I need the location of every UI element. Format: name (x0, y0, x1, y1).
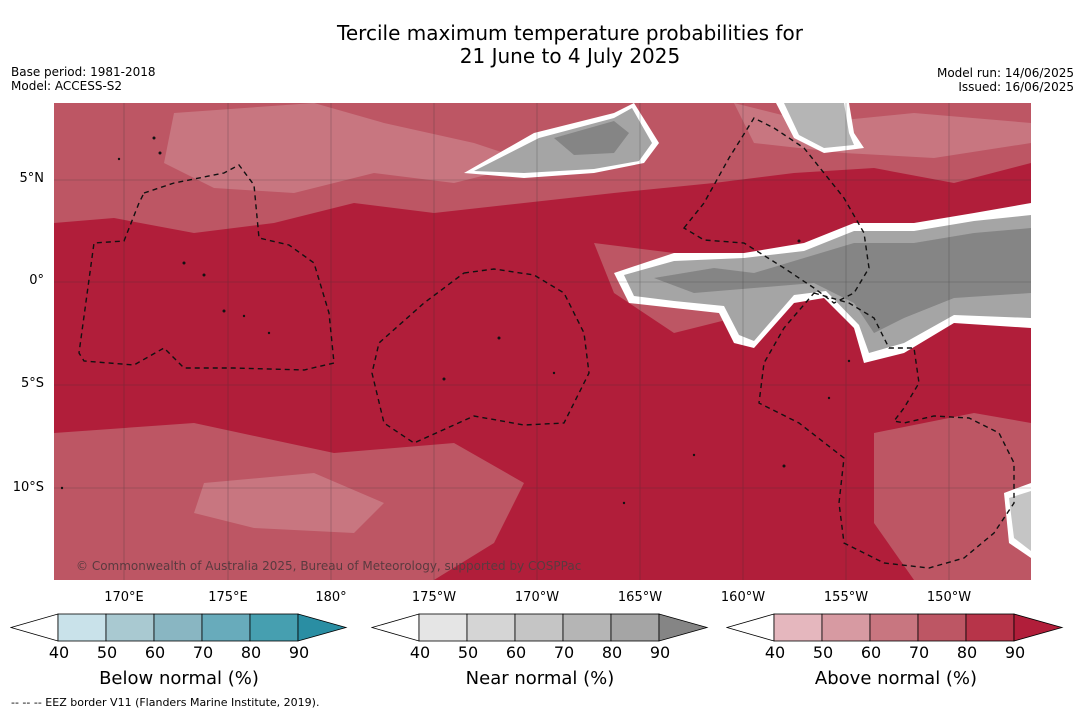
colorbar-near-title: Near normal (%) (465, 668, 615, 689)
above-tick-40: 40 (764, 643, 786, 662)
lat-label-5s: 5°S (20, 376, 44, 391)
near-normal-north2 (554, 121, 629, 155)
title-line-2: 21 June to 4 July 2025 (459, 44, 681, 68)
band-south-60 (194, 473, 384, 533)
eez-line-south (758, 292, 1015, 569)
above-tick-50: 50 (812, 643, 834, 662)
below-tick-60: 60 (144, 643, 166, 662)
meta-left: Base period: 1981-2018 Model: ACCESS-S2 (11, 65, 156, 93)
above-tick-70: 70 (908, 643, 930, 662)
copyright-credit: © Commonwealth of Australia 2025, Bureau… (76, 559, 582, 573)
probability-map: © Commonwealth of Australia 2025, Bureau… (54, 103, 1031, 580)
meta-right: Model run: 14/06/2025 Issued: 16/06/2025 (937, 66, 1074, 94)
above-tick-80: 80 (956, 643, 978, 662)
above-tick-90: 90 (1004, 643, 1026, 662)
near-normal-eq-dark (654, 228, 1031, 333)
above-tick-60: 60 (860, 643, 882, 662)
near-tick-50: 50 (457, 643, 479, 662)
colorbar-segment-3 (869, 613, 919, 642)
colorbar-low-extend (726, 613, 775, 642)
lon-label-175w: 175°W (411, 590, 457, 605)
lon-label-165w: 165°W (617, 590, 663, 605)
eez-borders (78, 117, 1015, 569)
colorbar-high-extend (297, 613, 348, 642)
colorbar-segment-2 (821, 613, 871, 642)
near-tick-40: 40 (409, 643, 431, 662)
model-run: Model run: 14/06/2025 (936, 66, 1074, 80)
model-name: Model: ACCESS-S2 (11, 79, 123, 93)
colorbar-low-extend (10, 613, 59, 642)
colorbar-segment-5 (249, 613, 299, 642)
colorbar-above-title: Above normal (%) (814, 668, 978, 689)
near-tick-80: 80 (601, 643, 623, 662)
eez-kiribati-gilbert (78, 164, 335, 371)
lat-label-0: 0° (29, 273, 44, 288)
near-tick-60: 60 (505, 643, 527, 662)
below-tick-40: 40 (48, 643, 70, 662)
colorbar-segment-1 (57, 613, 107, 642)
near-normal-ne (784, 103, 854, 148)
issued-date: Issued: 16/06/2025 (958, 80, 1074, 94)
colorbar-segment-3 (153, 613, 203, 642)
colorbar-high-extend (658, 613, 709, 642)
near-tick-70: 70 (553, 643, 575, 662)
colorbar-near-svg (371, 613, 709, 642)
colorbar-segment-2 (466, 613, 516, 642)
colorbar-segment-4 (201, 613, 251, 642)
colorbar-high-extend (1013, 613, 1064, 642)
lon-label-160w: 160°W (720, 590, 766, 605)
lon-label-180: 180° (315, 590, 347, 605)
colorbar-above-normal (726, 613, 1066, 643)
colorbar-below-svg (10, 613, 348, 642)
colorbar-above-svg (726, 613, 1064, 642)
colorbar-segment-4 (562, 613, 612, 642)
colorbar-segment-5 (610, 613, 660, 642)
colorbar-below-title: Below normal (%) (99, 668, 259, 689)
lon-label-170e: 170°E (104, 590, 144, 605)
colorbar-segment-1 (418, 613, 468, 642)
lon-label-175e: 175°E (208, 590, 248, 605)
below-tick-70: 70 (192, 643, 214, 662)
band-north-60 (164, 103, 534, 193)
eez-phoenix (371, 268, 590, 444)
eez-footnote: -- -- -- EEZ border V11 (Flanders Marine… (11, 696, 320, 709)
colorbar-segment-2 (105, 613, 155, 642)
base-period: Base period: 1981-2018 (11, 65, 156, 79)
lat-label-10s: 10°S (12, 480, 44, 495)
colorbar-low-extend (371, 613, 420, 642)
band-east-70 (874, 413, 1031, 580)
near-normal-se (1009, 491, 1031, 551)
colorbar-segment-3 (514, 613, 564, 642)
below-tick-50: 50 (96, 643, 118, 662)
map-canvas (54, 103, 1031, 580)
graticule (54, 103, 1031, 580)
below-tick-80: 80 (240, 643, 262, 662)
islands (60, 136, 851, 505)
colorbar-segment-1 (773, 613, 823, 642)
lon-label-155w: 155°W (823, 590, 869, 605)
near-tick-90: 90 (649, 643, 671, 662)
colorbar-below-normal (10, 613, 350, 643)
lon-label-150w: 150°W (926, 590, 972, 605)
title-line-1: Tercile maximum temperature probabilitie… (337, 21, 803, 45)
lon-label-170w: 170°W (514, 590, 560, 605)
below-tick-90: 90 (288, 643, 310, 662)
colorbar-segment-4 (917, 613, 967, 642)
colorbar-near-normal (371, 613, 711, 643)
lat-label-5n: 5°N (19, 171, 45, 186)
colorbar-segment-5 (965, 613, 1015, 642)
